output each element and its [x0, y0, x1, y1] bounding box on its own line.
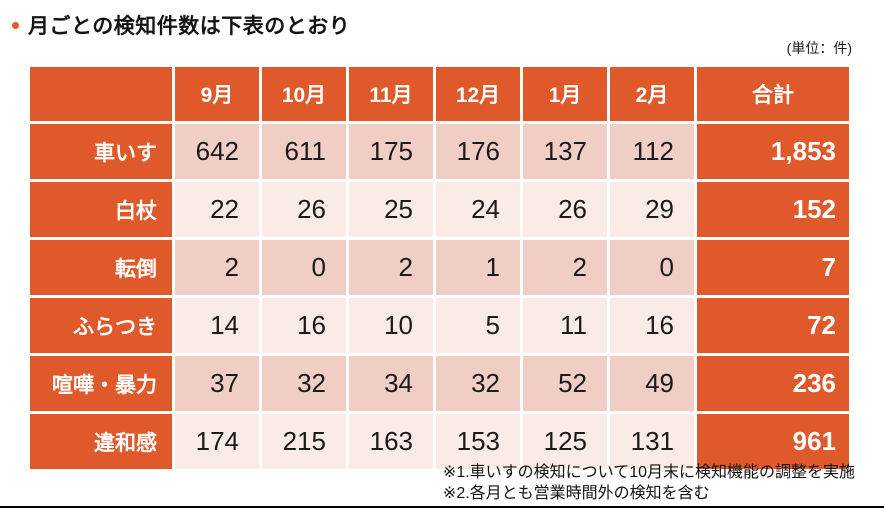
table-row-white-cane: 白杖 22 26 25 24 26 29 152 [30, 182, 849, 237]
row-total: 7 [697, 240, 849, 295]
cell: 16 [262, 298, 346, 353]
row-label: 転倒 [30, 240, 172, 295]
cell: 14 [175, 298, 259, 353]
cell: 131 [610, 414, 694, 469]
cell: 112 [610, 124, 694, 179]
row-label: 違和感 [30, 414, 172, 469]
col-header-feb: 2月 [610, 67, 694, 121]
cell: 642 [175, 124, 259, 179]
row-total: 72 [697, 298, 849, 353]
cell: 24 [436, 182, 520, 237]
row-total: 236 [697, 356, 849, 411]
row-label: 白杖 [30, 182, 172, 237]
footnote-2: ※2.各月とも営業時間外の検知を含む [442, 485, 710, 503]
col-header-oct: 10月 [262, 67, 346, 121]
col-header-nov: 11月 [349, 67, 433, 121]
cell: 125 [523, 414, 607, 469]
row-label: 喧嘩・暴力 [30, 356, 172, 411]
cell: 174 [175, 414, 259, 469]
table-row-anomaly: 違和感 174 215 163 153 125 131 961 [30, 414, 849, 469]
row-total: 1,853 [697, 124, 849, 179]
cell: 16 [610, 298, 694, 353]
cell: 49 [610, 356, 694, 411]
cell: 611 [262, 124, 346, 179]
cell: 2 [175, 240, 259, 295]
row-label: ふらつき [30, 298, 172, 353]
footnotes: ※1.車いすの検知について10月末に検知機能の調整を実施 ※2.各月とも営業時間… [443, 462, 855, 504]
row-label: 車いす [30, 124, 172, 179]
col-header-total: 合計 [697, 67, 849, 121]
unit-note: (単位：件) [786, 40, 852, 56]
table-row-fight-violence: 喧嘩・暴力 37 32 34 32 52 49 236 [30, 356, 849, 411]
cell: 26 [262, 182, 346, 237]
page-title-row: 月ごとの検知件数は下表のとおり [0, 0, 884, 40]
header-row: 9月 10月 11月 12月 1月 2月 合計 [30, 67, 849, 121]
bottom-rule [0, 506, 884, 508]
row-total: 961 [697, 414, 849, 469]
cell: 137 [523, 124, 607, 179]
cell: 22 [175, 182, 259, 237]
cell: 5 [436, 298, 520, 353]
bullet-icon [12, 21, 19, 29]
cell: 153 [436, 414, 520, 469]
cell: 34 [349, 356, 433, 411]
row-total: 152 [697, 182, 849, 237]
cell: 10 [349, 298, 433, 353]
cell: 215 [262, 414, 346, 469]
cell: 37 [175, 356, 259, 411]
cell: 2 [523, 240, 607, 295]
table-row-stagger: ふらつき 14 16 10 5 11 16 72 [30, 298, 849, 353]
table-row-wheelchair: 車いす 642 611 175 176 137 112 1,853 [30, 124, 849, 179]
cell: 0 [262, 240, 346, 295]
col-header-jan: 1月 [523, 67, 607, 121]
corner-cell [30, 67, 172, 121]
table-row-fall: 転倒 2 0 2 1 2 0 7 [30, 240, 849, 295]
cell: 0 [610, 240, 694, 295]
cell: 52 [523, 356, 607, 411]
page-title: 月ごとの検知件数は下表のとおり [28, 15, 351, 38]
cell: 175 [349, 124, 433, 179]
cell: 32 [436, 356, 520, 411]
cell: 25 [349, 182, 433, 237]
col-header-dec: 12月 [436, 67, 520, 121]
cell: 11 [523, 298, 607, 353]
cell: 1 [436, 240, 520, 295]
cell: 29 [610, 182, 694, 237]
cell: 32 [262, 356, 346, 411]
footnote-1: ※1.車いすの検知について10月末に検知機能の調整を実施 [442, 464, 855, 481]
detection-count-table: 9月 10月 11月 12月 1月 2月 合計 車いす 642 611 175 … [27, 64, 852, 472]
col-header-sep: 9月 [175, 67, 259, 121]
cell: 163 [349, 414, 433, 469]
cell: 26 [523, 182, 607, 237]
cell: 176 [436, 124, 520, 179]
cell: 2 [349, 240, 433, 295]
